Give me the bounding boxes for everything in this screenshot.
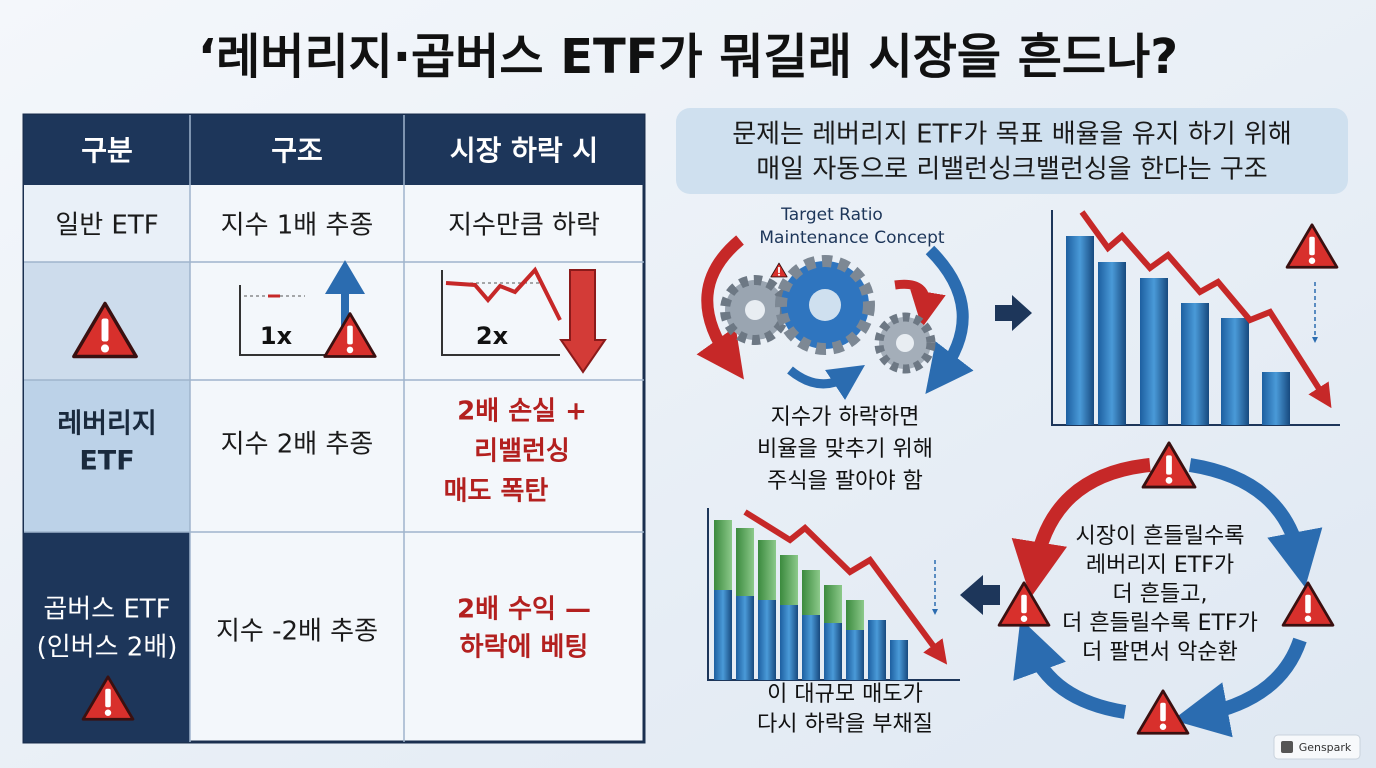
selloff-chart-part xyxy=(736,528,754,596)
concept-text: Target Ratio xyxy=(780,205,883,225)
cycle-text: 레버리지 ETF가 xyxy=(1086,553,1234,578)
selloff-chart: 이 대규모 매도가 다시 하락을 부채질 xyxy=(707,508,960,737)
selloff-chart-part xyxy=(868,620,886,680)
mini-chart-2x-part xyxy=(559,269,607,374)
callout-text: 매일 자동으로 리밸런싱크밸런싱을 한다는 구조 xyxy=(756,155,1267,185)
cell: (인버스 2배) xyxy=(37,633,178,663)
step-text: 비율을 맞추기 위해 xyxy=(757,437,933,462)
cycle-text: 더 흔들고, xyxy=(1113,582,1208,607)
step1-text: 지수가 하락하면 비율을 맞추기 위해 주식을 팔아야 함 xyxy=(757,405,933,494)
badge-part xyxy=(1273,734,1361,760)
table-part xyxy=(24,185,190,262)
title: ‘레버리지·곱버스 ETF가 뭐길래 시장을 흔드나? xyxy=(198,29,1178,85)
step-text: 주식을 팔아야 함 xyxy=(767,469,923,494)
gears-illustration-part xyxy=(787,365,865,400)
cell: 지수 -2배 추종 xyxy=(216,617,378,647)
cell: 곱버스 ETF xyxy=(43,595,170,625)
callout-text: 문제는 레버리지 ETF가 목표 배율을 유지 하기 위해 xyxy=(732,120,1292,150)
vicious-cycle-part xyxy=(1013,618,1127,719)
selloff-chart-part xyxy=(780,555,798,605)
cell: 지수 1배 추종 xyxy=(221,211,374,241)
selloff-chart-part xyxy=(824,585,842,623)
selloff-chart-part xyxy=(890,640,908,680)
mini-chart-2x-part xyxy=(441,270,560,356)
cycle-text: 더 흔들릴수록 ETF가 xyxy=(1062,611,1258,636)
gears-illustration-part xyxy=(809,289,841,321)
cell: 지수 2배 추종 xyxy=(221,430,374,460)
mini-chart-1x: 1x xyxy=(239,260,377,358)
callout-part xyxy=(676,108,1348,194)
mini-chart-2x-part xyxy=(445,266,562,321)
header-cell: 구분 xyxy=(81,134,133,167)
chart-label: 1x xyxy=(260,322,293,350)
gears-illustration-part xyxy=(896,334,914,352)
vicious-cycle: 시장이 흔들릴수록 레버리지 ETF가 더 흔들고, 더 흔들릴수록 ETF가 … xyxy=(997,441,1335,738)
vicious-cycle-part xyxy=(1172,637,1307,738)
step-text: 다시 하락을 부채질 xyxy=(757,712,933,737)
decline-chart-part xyxy=(1140,278,1168,425)
decline-chart-part xyxy=(1079,210,1332,409)
flow-arrow xyxy=(995,295,1032,331)
table-part xyxy=(24,380,190,532)
chart-label: 2x xyxy=(476,322,509,350)
decline-chart xyxy=(1051,210,1340,426)
cell: 일반 ETF xyxy=(55,211,158,241)
selloff-chart-part xyxy=(743,509,948,665)
mini-chart-2x: 2x xyxy=(441,266,607,374)
flow-arrow xyxy=(960,575,1000,615)
selloff-chart-part xyxy=(714,520,732,590)
vicious-cycle-part xyxy=(1011,458,1151,598)
decline-chart-part xyxy=(1221,318,1249,425)
decline-chart-part xyxy=(1066,236,1094,425)
callout: 문제는 레버리지 ETF가 목표 배율을 유지 하기 위해 매일 자동으로 리밸… xyxy=(676,108,1348,194)
decline-chart-part xyxy=(1181,303,1209,425)
gears-illustration-part xyxy=(696,235,744,380)
gears-illustration-part xyxy=(894,279,946,328)
gears-illustration: Target Ratio Maintenance Concept xyxy=(696,205,974,400)
table: 구분 구조 시장 하락 시 일반 ETF 지수 1배 추종 지수만큼 하락 1x… xyxy=(22,113,646,744)
step-text: 이 대규모 매도가 xyxy=(767,682,923,707)
gears-illustration-part xyxy=(745,300,765,320)
cell: 매도 폭탄 xyxy=(444,477,549,507)
badge-part xyxy=(1281,741,1293,753)
cycle-text: 시장이 흔들릴수록 xyxy=(1076,524,1245,549)
gears-illustration-part xyxy=(925,245,974,395)
concept-text: Maintenance Concept xyxy=(759,228,945,248)
cell: 리밸런싱 xyxy=(474,437,570,467)
step-text: 지수가 하락하면 xyxy=(771,405,920,430)
cell: 지수만큼 하락 xyxy=(448,211,600,241)
table-part xyxy=(24,115,644,742)
header-cell: 시장 하락 시 xyxy=(450,134,598,167)
cell: 2배 손실 + xyxy=(457,397,587,427)
table-part xyxy=(24,115,644,185)
selloff-chart-part xyxy=(846,600,864,630)
selloff-chart-part xyxy=(758,540,776,600)
decline-chart-part xyxy=(1098,262,1126,425)
cell: 2배 수익 — xyxy=(457,595,591,625)
cell: ETF xyxy=(79,446,134,477)
mini-chart-1x-part xyxy=(239,285,330,356)
header-cell: 구조 xyxy=(271,134,323,167)
decline-chart-part xyxy=(1262,372,1290,425)
badge-text: Genspark xyxy=(1299,741,1352,754)
cycle-text: 더 팔면서 악순환 xyxy=(1082,640,1238,665)
vicious-cycle-part xyxy=(1188,458,1323,588)
cell: 레버리지 xyxy=(57,409,156,440)
cell: 하락에 베팅 xyxy=(460,633,589,663)
selloff-chart-part xyxy=(802,570,820,615)
badge: Genspark xyxy=(1273,734,1361,760)
